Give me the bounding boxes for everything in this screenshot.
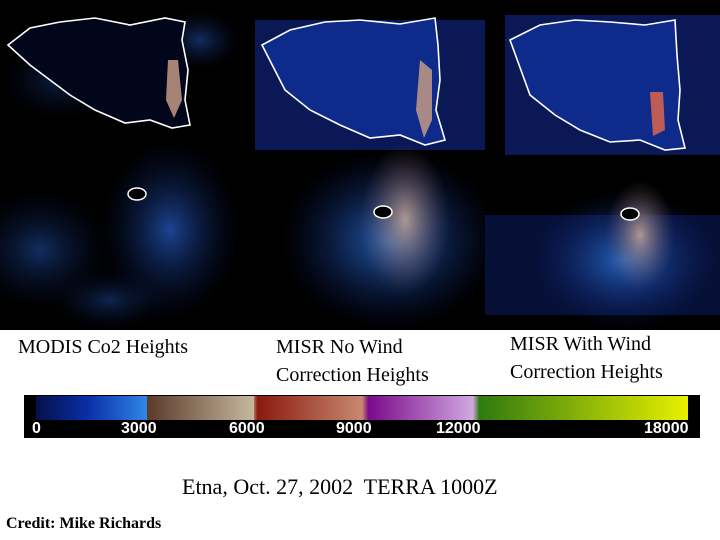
panel-label-line: MODIS Co2 Heights [18, 336, 189, 358]
misr-no-wind-panel-image [240, 0, 485, 330]
panel-label-line: MISR No Wind [276, 336, 403, 358]
tick-label-6000: 6000 [229, 420, 265, 437]
misr-with-wind-panel-image [485, 0, 720, 330]
panel-label-misr-no-wind: MISR No Wind Correction Heights [276, 333, 429, 389]
panel-label-line: Correction Heights [276, 364, 429, 386]
tick-label-3000: 3000 [121, 420, 157, 437]
tick-label-0: 0 [32, 420, 41, 437]
modis-panel-image [0, 0, 240, 330]
panel-label-line: MISR With Wind [510, 333, 652, 355]
credit-line: Credit: Mike Richards [6, 515, 162, 532]
height-color-bar: 0 3000 6000 9000 12000 18000 [24, 395, 700, 438]
tick-label-18000: 18000 [644, 420, 689, 437]
color-gradient-strip [36, 396, 688, 420]
panel-label-modis: MODIS Co2 Heights [18, 333, 188, 361]
satellite-image-panels [0, 0, 720, 330]
tick-label-12000: 12000 [436, 420, 481, 437]
color-band-brown [146, 396, 255, 420]
panel-label-line: Correction Heights [510, 361, 663, 383]
panel-label-misr-with-wind: MISR With Wind Correction Heights [510, 330, 663, 386]
image-caption: Etna, Oct. 27, 2002 TERRA 1000Z [182, 474, 498, 499]
tick-label-9000: 9000 [336, 420, 372, 437]
